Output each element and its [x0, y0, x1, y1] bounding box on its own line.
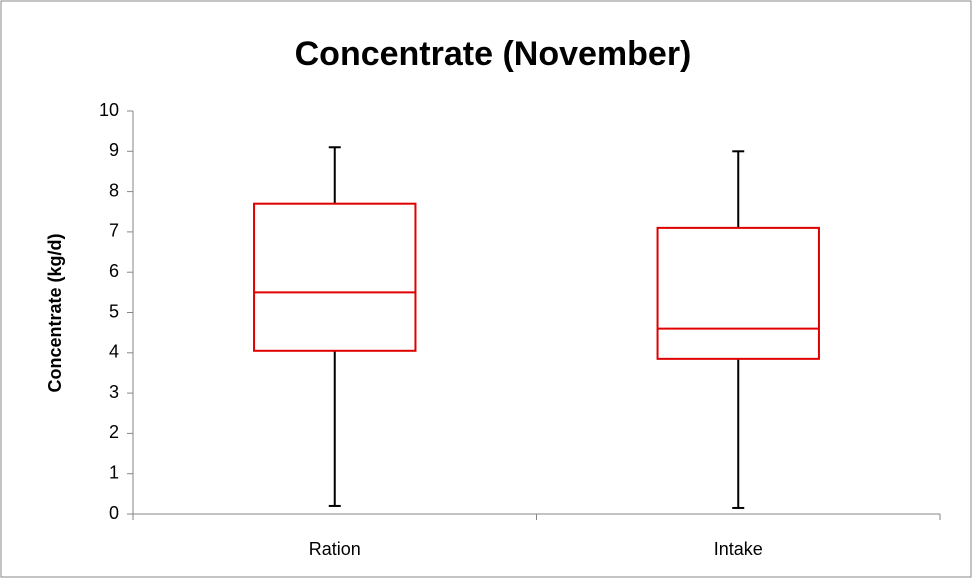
- y-axis-label: Concentrate (kg/d): [45, 233, 65, 392]
- box: [656, 226, 820, 360]
- y-tick-label: 6: [109, 261, 119, 281]
- chart-title: Concentrate (November): [295, 35, 692, 73]
- y-tick-label: 3: [109, 382, 119, 402]
- box: [253, 202, 417, 352]
- y-tick-label: 5: [109, 301, 119, 321]
- y-tick-label: 8: [109, 180, 119, 200]
- y-tick-label: 2: [109, 422, 119, 442]
- x-tick-label: Intake: [714, 539, 763, 559]
- y-tick-label: 9: [109, 140, 119, 160]
- y-tick-label: 7: [109, 221, 119, 241]
- y-tick-label: 10: [99, 100, 119, 120]
- y-tick-label: 1: [109, 462, 119, 482]
- x-tick-label: Ration: [309, 539, 361, 559]
- y-tick-label: 0: [109, 503, 119, 523]
- y-tick-label: 4: [109, 342, 119, 362]
